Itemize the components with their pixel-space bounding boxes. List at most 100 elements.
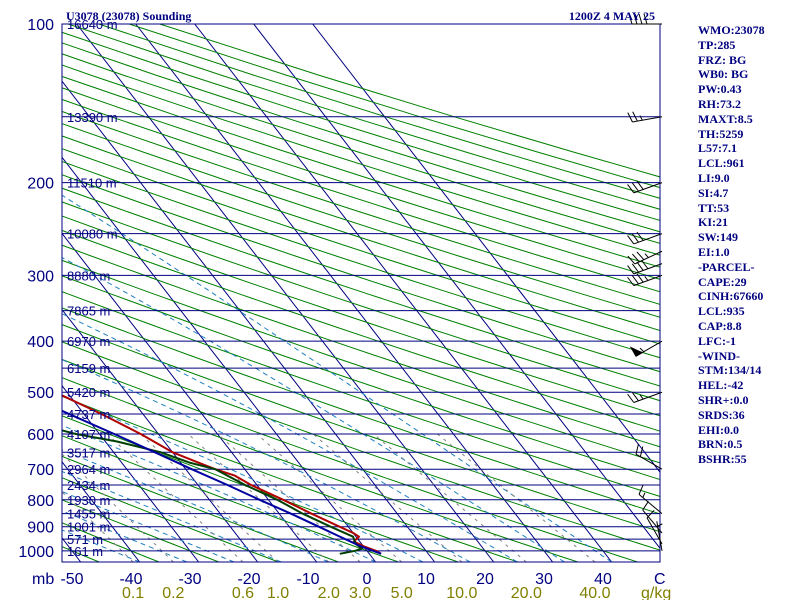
- dry-adiabat: [62, 522, 160, 562]
- dry-adiabat: [62, 477, 279, 562]
- index-value: -WIND-: [698, 348, 740, 363]
- index-value: BSHR:55: [698, 452, 747, 467]
- mixing-ratio-tick-label: 3.0: [349, 585, 371, 600]
- height-label: 8880 m: [67, 268, 110, 283]
- index-value: WB0: BG: [698, 67, 749, 82]
- height-labels: 16640 m 13390 m 11510 m 10080 m 8880 m 7865 m…: [67, 17, 118, 559]
- wind-barbs: [627, 13, 663, 551]
- pressure-tick-label: 600: [27, 427, 54, 444]
- height-label: 6159 m: [67, 361, 110, 376]
- moist-adiabat: [62, 424, 376, 562]
- wind-barb: [627, 391, 663, 403]
- valid-time: 1200Z 4 MAY 25: [569, 9, 655, 23]
- height-label: 1001 m: [67, 520, 110, 535]
- temperature-tick-label: 30: [535, 571, 553, 588]
- dewpoint-trace: [62, 429, 364, 555]
- dry-adiabat: [62, 244, 660, 448]
- height-label: 13390 m: [67, 110, 118, 125]
- pressure-unit-label: mb: [32, 571, 54, 588]
- isotherm: [312, 24, 660, 473]
- pressure-tick-label: 900: [27, 520, 54, 537]
- pressure-tick-label: 300: [27, 268, 54, 285]
- wind-barb: [627, 273, 663, 287]
- indices-panel: WMO:23078 TP:285 FRZ: BG WB0: BG PW:0.43 RH:7…: [698, 23, 798, 467]
- temperature-tick-label: -50: [60, 571, 83, 588]
- index-value: LI:9.0: [698, 170, 730, 185]
- temperature-tick-label: -30: [178, 571, 201, 588]
- index-value: PW:0.43: [698, 82, 742, 97]
- mixing-ratio-line: [62, 453, 174, 562]
- mixing-ratio-tick-label: 0.1: [122, 585, 144, 600]
- mixing-ratio-axis: 0.1 0.2 0.6 1.0 2.0 3.0 5.0 10.0 20.0 40.0: [122, 585, 611, 600]
- pressure-tick-label: 500: [27, 385, 54, 402]
- dry-adiabat: [62, 174, 660, 373]
- mixing-ratio-tick-label: 2.0: [318, 585, 340, 600]
- height-label: 161 m: [67, 544, 103, 559]
- index-value: TP:285: [698, 37, 736, 52]
- dry-adiabat: [62, 358, 638, 562]
- wind-barb: [642, 501, 663, 534]
- index-value: SI:4.7: [698, 185, 729, 200]
- index-value: LCL:935: [698, 304, 745, 319]
- moist-adiabat: [62, 256, 565, 562]
- mixing-ratio-tick-label: 0.2: [162, 585, 184, 600]
- temperature-axis: -50 -40 -30 -20 -10 0 10 20 30 40: [60, 571, 612, 588]
- isotherm: [62, 80, 436, 562]
- dry-adiabat: [62, 435, 399, 562]
- height-label: 3517 m: [67, 445, 110, 460]
- index-value: CINH:67660: [698, 289, 764, 304]
- height-label: 11510 m: [67, 176, 117, 191]
- height-label: 571 m: [67, 532, 103, 547]
- diagram-grid: [0, 24, 660, 562]
- height-label: 6970 m: [67, 334, 110, 349]
- mixing-ratio-line: [373, 433, 527, 562]
- mixing-ratio-line: [187, 433, 330, 562]
- wind-barb: [627, 180, 663, 194]
- index-value: CAPE:29: [698, 274, 747, 289]
- isotherm: [62, 384, 200, 562]
- index-value: HEL:-42: [698, 378, 744, 393]
- pressure-axis: 100 200 300 400 500 600 700 800 900 1000: [18, 17, 54, 561]
- height-label: 10080 m: [67, 227, 118, 242]
- mixing-ratio-line: [312, 433, 463, 562]
- height-label: 16640 m: [67, 17, 118, 32]
- index-value: -PARCEL-: [698, 259, 755, 274]
- moist-adiabat: [62, 359, 471, 562]
- isotherm: [62, 156, 377, 562]
- isotherm: [0, 24, 22, 562]
- wind-barb: [656, 521, 663, 551]
- isotherm: [62, 232, 318, 562]
- temperature-tick-label: 20: [476, 571, 494, 588]
- dry-adiabat: [62, 64, 660, 256]
- wind-barb: [628, 13, 662, 25]
- isotherm: [62, 460, 141, 562]
- dry-adiabat: [62, 307, 660, 515]
- index-value: EI:1.0: [698, 244, 730, 259]
- isotherm: [135, 24, 554, 562]
- dry-adiabat: [62, 259, 660, 464]
- dry-adiabat: [62, 377, 578, 562]
- pressure-tick-label: 400: [27, 334, 54, 351]
- dry-adiabat: [0, 24, 39, 562]
- index-value: STM:134/14: [698, 363, 762, 378]
- dry-adiabat: [62, 341, 660, 551]
- pressure-tick-label: 100: [27, 17, 54, 34]
- height-label: 2434 m: [67, 478, 110, 493]
- isotherm: [253, 24, 660, 550]
- mixing-ratio-tick-label: 10.0: [446, 585, 477, 600]
- temperature-unit-label: C: [654, 571, 666, 588]
- height-label: 1455 m: [67, 507, 110, 522]
- dry-adiabat: [62, 148, 660, 345]
- dry-adiabat: [62, 123, 660, 318]
- wind-barb: [627, 260, 663, 275]
- dry-adiabat: [62, 201, 660, 402]
- dry-adiabat: [62, 291, 660, 497]
- temperature-tick-label: 40: [594, 571, 612, 588]
- dry-adiabat: [62, 395, 519, 562]
- isotherm: [194, 24, 613, 562]
- pressure-tick-label: 700: [27, 462, 54, 479]
- pressure-tick-label: 800: [27, 493, 54, 510]
- mixing-ratio-tick-label: 40.0: [579, 585, 610, 600]
- wind-barb: [627, 250, 663, 265]
